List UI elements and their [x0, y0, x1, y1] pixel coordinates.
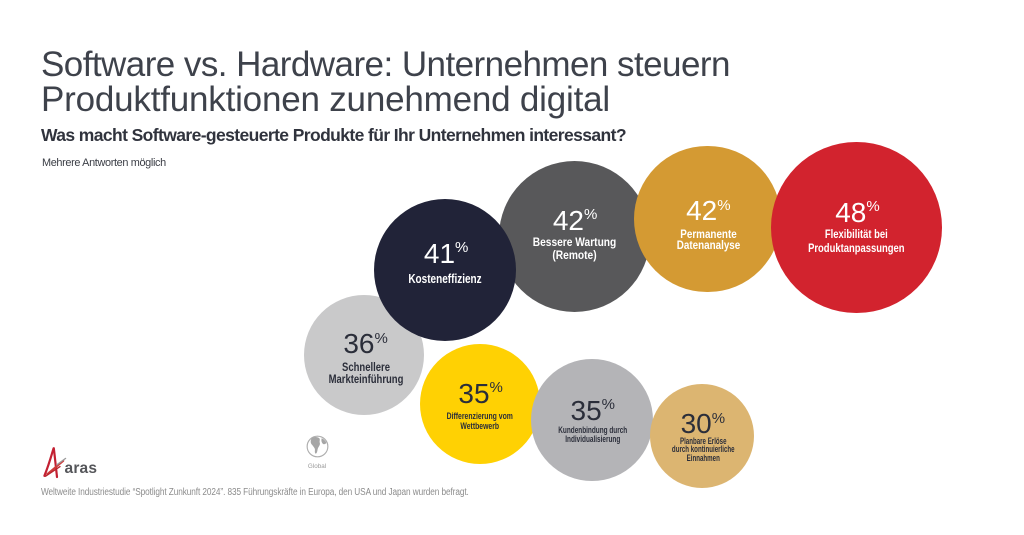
svg-text:aras: aras	[65, 460, 98, 477]
